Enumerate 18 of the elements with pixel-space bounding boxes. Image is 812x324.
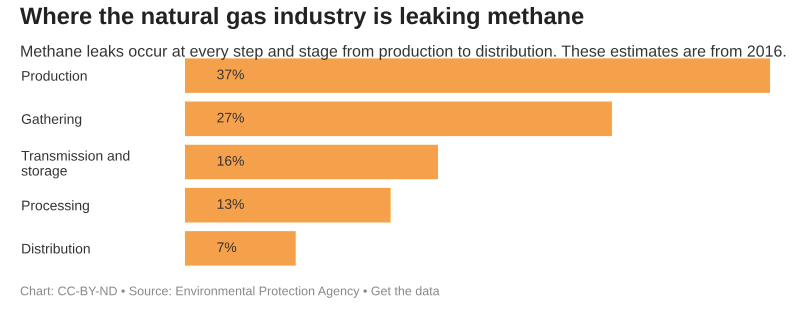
chart-title: Where the natural gas industry is leaking methane xyxy=(20,6,584,30)
data-label: 16% xyxy=(218,156,244,166)
bar xyxy=(185,102,612,136)
bar xyxy=(185,188,391,222)
y-tick-label: Distribution xyxy=(22,243,90,254)
bar xyxy=(185,58,770,93)
data-label: 27% xyxy=(217,112,244,122)
y-tick-label: Transmission and storage xyxy=(21,150,130,178)
y-tick-label: Processing xyxy=(22,200,89,214)
y-tick-label: Gathering xyxy=(22,114,82,127)
chart-subtitle: Methane leaks occur at every step and stage from production to distribution. These estimates are from 2016. xyxy=(21,45,786,60)
data-label: 7% xyxy=(217,242,236,252)
bar xyxy=(185,144,438,180)
data-label: 13% xyxy=(218,199,244,209)
bar xyxy=(185,231,296,266)
y-tick-label: Production xyxy=(22,70,87,81)
data-label: 37% xyxy=(217,69,244,80)
text: Chart: CC-BY-ND • Source: Environmental Protection Agency • Get the data xyxy=(20,286,440,298)
